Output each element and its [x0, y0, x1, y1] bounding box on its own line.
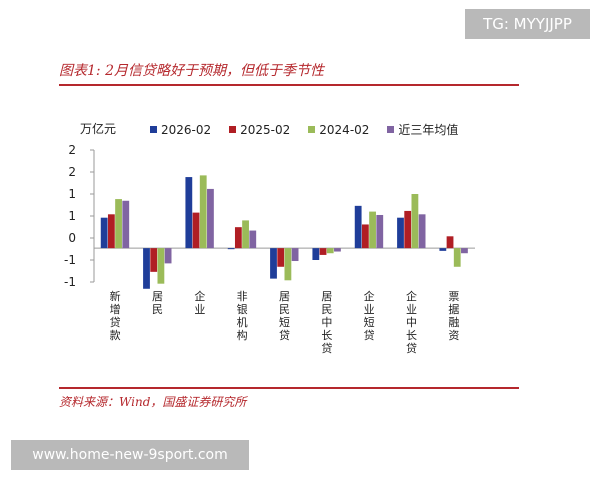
- x-tick-label: 企业中长贷: [406, 289, 417, 355]
- x-tick-label: 新增贷款: [110, 289, 121, 342]
- bar: [185, 177, 193, 249]
- legend-swatch-2: [308, 126, 316, 133]
- bar: [122, 200, 130, 249]
- x-tick-label: 居民: [152, 290, 163, 316]
- bar: [277, 248, 285, 267]
- bar: [404, 210, 412, 249]
- bar: [418, 214, 426, 249]
- x-tick-label: 企业短贷: [364, 289, 375, 342]
- y-tick-label: 2: [68, 143, 76, 157]
- bar: [249, 230, 257, 249]
- bar: [446, 236, 454, 249]
- y-tick-label: -1: [64, 275, 76, 289]
- bar: [319, 248, 327, 255]
- chart-legend: 2026-02 2025-02 2024-02 近三年均值: [150, 121, 458, 138]
- legend-label: 近三年均值: [398, 123, 459, 137]
- bar: [361, 224, 369, 249]
- bar: [291, 248, 299, 262]
- y-tick-label: -1: [64, 253, 76, 267]
- bar: [270, 248, 277, 279]
- bar: [107, 214, 115, 249]
- bar: [326, 248, 334, 254]
- bar: [461, 248, 468, 254]
- bar: [284, 248, 292, 281]
- legend-label: 2026-02: [161, 122, 212, 137]
- bar: [354, 205, 362, 249]
- legend-item: 2025-02: [229, 121, 290, 138]
- watermark-bottom: www.home-new-9sport.com: [11, 440, 249, 470]
- bar: [115, 199, 122, 249]
- bar: [453, 248, 461, 267]
- legend-item: 2026-02: [150, 121, 211, 138]
- bar: [157, 248, 165, 284]
- x-tick-label: 居民短贷: [279, 290, 290, 342]
- chart-title: 图表1: 2月信贷略好于预期，但低于季节性: [59, 63, 324, 79]
- bar: [376, 214, 384, 249]
- bar: [199, 175, 207, 249]
- y-tick-label: 2: [68, 165, 76, 179]
- bar: [164, 248, 172, 264]
- x-tick-label: 居民中长贷: [321, 290, 332, 355]
- bar: [227, 248, 235, 250]
- bar: [207, 188, 214, 249]
- bar: [312, 248, 320, 260]
- legend-label: 2025-02: [240, 122, 291, 137]
- y-tick-label: 0: [68, 231, 76, 245]
- bar: [143, 248, 150, 289]
- bar: [369, 211, 376, 249]
- x-tick-label: 票据融资: [448, 290, 459, 342]
- bar: [334, 248, 341, 252]
- bar: [234, 227, 242, 249]
- watermark-top: TG: MYYJJPP: [465, 9, 590, 39]
- y-tick-label: 1: [68, 209, 76, 223]
- bar: [100, 217, 108, 249]
- legend-swatch-0: [150, 126, 157, 133]
- y-tick-label: 1: [68, 187, 76, 201]
- legend-label: 2024-02: [319, 122, 370, 137]
- legend-item: 2024-02: [308, 121, 369, 138]
- footer-rule: [59, 387, 519, 389]
- title-rule: [59, 84, 519, 86]
- bar: [411, 194, 419, 249]
- bar: [242, 220, 249, 249]
- y-axis-unit-label: 万亿元: [80, 122, 117, 136]
- source-note: 资料来源：Wind，国盛证券研究所: [59, 395, 247, 409]
- x-tick-label: 非银机构: [237, 290, 248, 342]
- x-tick-label: 企业: [194, 289, 205, 316]
- bar: [439, 248, 447, 251]
- legend-swatch-3: [387, 126, 395, 133]
- legend-item: 近三年均值: [387, 121, 458, 138]
- bar: [192, 212, 200, 249]
- bar: [150, 248, 158, 272]
- legend-swatch-1: [229, 126, 237, 133]
- bar: [397, 217, 404, 249]
